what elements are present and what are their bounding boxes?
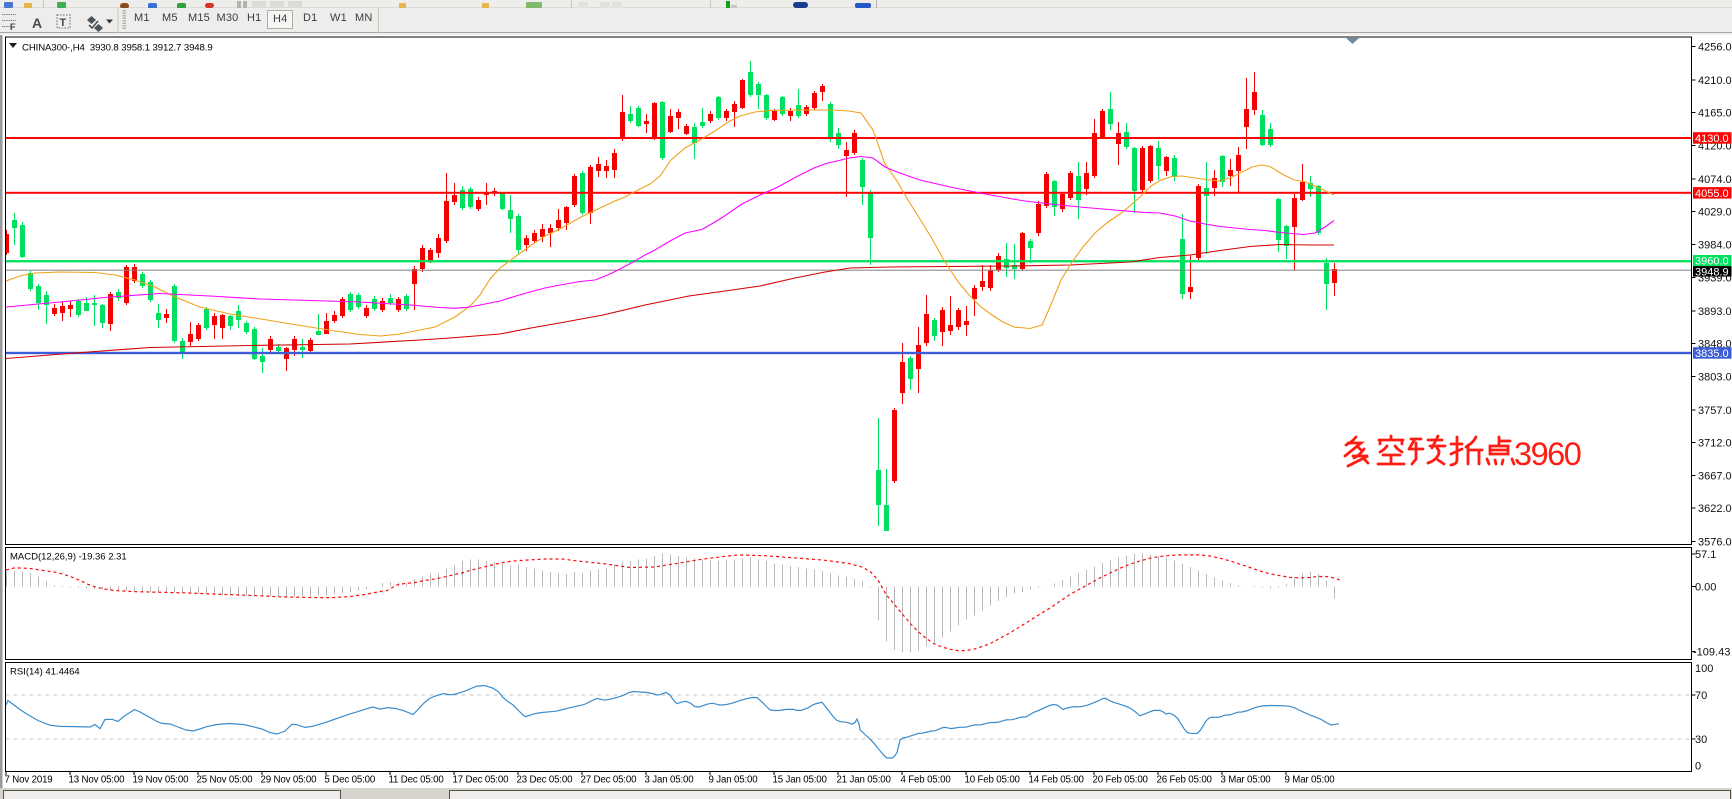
svg-text:13 Nov 05:00: 13 Nov 05:00	[69, 775, 126, 786]
svg-text:-109.43: -109.43	[1693, 646, 1730, 658]
svg-text:10 Feb 05:00: 10 Feb 05:00	[965, 775, 1021, 786]
svg-text:26 Feb 05:00: 26 Feb 05:00	[1157, 775, 1213, 786]
svg-text:3803.0: 3803.0	[1698, 371, 1732, 383]
svg-text:7 Nov 2019: 7 Nov 2019	[5, 775, 53, 786]
svg-text:100: 100	[1695, 663, 1713, 675]
svg-text:4256.0: 4256.0	[1698, 41, 1732, 53]
svg-text:23 Dec 05:00: 23 Dec 05:00	[517, 775, 574, 786]
svg-text:0: 0	[1695, 761, 1701, 773]
svg-text:0.00: 0.00	[1695, 582, 1716, 594]
svg-text:30: 30	[1695, 734, 1707, 746]
svg-text:20 Feb 05:00: 20 Feb 05:00	[1093, 775, 1149, 786]
svg-text:4074.0: 4074.0	[1698, 174, 1732, 186]
svg-text:3 Mar 05:00: 3 Mar 05:00	[1221, 775, 1272, 786]
svg-text:4165.0: 4165.0	[1698, 108, 1732, 120]
svg-text:T: T	[60, 17, 67, 29]
svg-text:17 Dec 05:00: 17 Dec 05:00	[453, 775, 510, 786]
svg-text:4 Feb 05:00: 4 Feb 05:00	[901, 775, 952, 786]
svg-text:5 Dec 05:00: 5 Dec 05:00	[325, 775, 376, 786]
svg-text:3835.0: 3835.0	[1695, 348, 1729, 360]
svg-text:14 Feb 05:00: 14 Feb 05:00	[1029, 775, 1085, 786]
svg-text:3757.0: 3757.0	[1698, 405, 1732, 417]
svg-text:15 Jan 05:00: 15 Jan 05:00	[773, 775, 828, 786]
svg-text:19 Nov 05:00: 19 Nov 05:00	[133, 775, 190, 786]
svg-text:11 Dec 05:00: 11 Dec 05:00	[389, 775, 445, 786]
svg-text:4055.0: 4055.0	[1695, 188, 1729, 200]
svg-text:3960: 3960	[1514, 436, 1581, 472]
svg-text:CHINA300-,H4 3930.8 3958.1 39: CHINA300-,H4 3930.8 3958.1 3912.7 3948.9	[22, 43, 213, 54]
svg-text:3576.0: 3576.0	[1698, 537, 1732, 549]
svg-text:3893.0: 3893.0	[1698, 306, 1732, 318]
svg-text:3622.0: 3622.0	[1698, 503, 1732, 515]
svg-text:4029.0: 4029.0	[1698, 207, 1732, 219]
svg-text:9 Jan 05:00: 9 Jan 05:00	[709, 775, 759, 786]
svg-text:4210.0: 4210.0	[1698, 75, 1732, 87]
svg-text:21 Jan 05:00: 21 Jan 05:00	[837, 775, 892, 786]
svg-text:3984.0: 3984.0	[1698, 240, 1732, 252]
svg-text:4130.0: 4130.0	[1695, 133, 1729, 145]
svg-text:3712.0: 3712.0	[1698, 438, 1732, 450]
svg-text:70: 70	[1695, 690, 1707, 702]
svg-text:3667.0: 3667.0	[1698, 470, 1732, 482]
svg-text:A: A	[32, 15, 42, 31]
svg-text:9 Mar 05:00: 9 Mar 05:00	[1285, 775, 1336, 786]
svg-text:3960.0: 3960.0	[1695, 256, 1729, 268]
svg-text:29 Nov 05:00: 29 Nov 05:00	[261, 775, 318, 786]
svg-text:F: F	[10, 22, 16, 32]
svg-text:27 Dec 05:00: 27 Dec 05:00	[581, 775, 638, 786]
svg-text:3948.9: 3948.9	[1695, 266, 1729, 278]
svg-text:RSI(14) 41.4464: RSI(14) 41.4464	[10, 667, 80, 678]
svg-text:MACD(12,26,9) -19.36 2.31: MACD(12,26,9) -19.36 2.31	[10, 552, 127, 563]
svg-text:25 Nov 05:00: 25 Nov 05:00	[197, 775, 254, 786]
svg-text:3 Jan 05:00: 3 Jan 05:00	[645, 775, 695, 786]
svg-text:57.1: 57.1	[1695, 549, 1716, 561]
